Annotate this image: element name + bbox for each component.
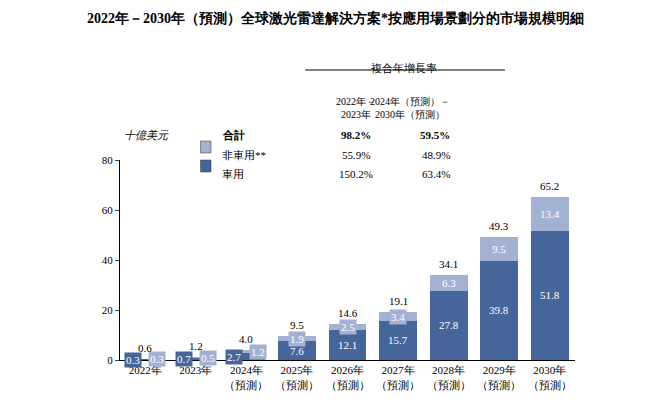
svg-text:19.1: 19.1: [389, 295, 408, 307]
svg-text:0.7: 0.7: [177, 353, 191, 365]
svg-text:2030年（預測）: 2030年（預測）: [528, 364, 572, 390]
svg-text:0.3: 0.3: [126, 354, 140, 366]
svg-text:27.8: 27.8: [439, 319, 459, 331]
svg-text:15.7: 15.7: [388, 334, 408, 346]
svg-text:1.2: 1.2: [251, 346, 265, 358]
svg-text:98.2%: 98.2%: [341, 129, 371, 141]
svg-text:2026年（預測）: 2026年（預測）: [326, 364, 370, 390]
svg-text:0.5: 0.5: [201, 352, 215, 364]
svg-text:1.2: 1.2: [189, 340, 203, 352]
svg-text:13.4: 13.4: [540, 208, 560, 220]
svg-text:14.6: 14.6: [338, 307, 358, 319]
svg-text:非車用**: 非車用**: [222, 149, 266, 161]
svg-text:49.3: 49.3: [489, 220, 509, 232]
svg-text:63.4%: 63.4%: [422, 168, 450, 180]
svg-text:2022年－2030年（預測）全球激光雷達解決方案*按應用場: 2022年－2030年（預測）全球激光雷達解決方案*按應用場景劃分的市場規模明細: [87, 10, 584, 26]
svg-text:1.9: 1.9: [290, 333, 304, 345]
svg-text:9.5: 9.5: [492, 243, 506, 255]
svg-text:2024年（預測）－2030年（預測）: 2024年（預測）－2030年（預測）: [370, 96, 450, 120]
svg-text:0: 0: [107, 354, 113, 366]
svg-text:3.4: 3.4: [391, 311, 405, 323]
svg-text:150.2%: 150.2%: [339, 168, 373, 180]
svg-text:6.3: 6.3: [442, 277, 456, 289]
svg-text:0.6: 0.6: [138, 342, 152, 354]
svg-text:51.8: 51.8: [540, 289, 560, 301]
svg-text:2022年: 2022年: [129, 364, 162, 376]
svg-text:40: 40: [102, 254, 114, 266]
svg-text:2.7: 2.7: [227, 351, 241, 363]
svg-text:48.9%: 48.9%: [422, 149, 450, 161]
svg-text:7.6: 7.6: [290, 345, 304, 357]
svg-text:59.5%: 59.5%: [420, 129, 450, 141]
svg-text:55.9%: 55.9%: [342, 149, 370, 161]
svg-text:2023年: 2023年: [179, 364, 212, 376]
svg-text:34.1: 34.1: [439, 258, 458, 270]
svg-text:2029年（預測）: 2029年（預測）: [477, 364, 521, 390]
svg-text:20: 20: [102, 304, 114, 316]
svg-text:80: 80: [102, 154, 114, 166]
svg-text:2.5: 2.5: [341, 321, 355, 333]
svg-text:65.2: 65.2: [540, 180, 559, 192]
svg-text:39.8: 39.8: [489, 304, 509, 316]
svg-text:車用: 車用: [222, 168, 244, 180]
svg-text:60: 60: [102, 204, 114, 216]
svg-text:合計: 合計: [222, 129, 245, 141]
svg-text:複合年增長率: 複合年增長率: [371, 62, 437, 74]
svg-text:2022年－2023年: 2022年－2023年: [336, 96, 376, 120]
svg-text:0.3: 0.3: [150, 353, 164, 365]
svg-text:2027年（預測）: 2027年（預測）: [376, 364, 420, 390]
svg-text:2025年（預測）: 2025年（預測）: [275, 364, 319, 390]
svg-text:十億美元: 十億美元: [124, 129, 169, 141]
svg-text:9.5: 9.5: [290, 319, 304, 331]
svg-text:12.1: 12.1: [338, 339, 357, 351]
svg-text:2024年（預測）: 2024年（預測）: [224, 364, 268, 390]
svg-text:2028年（預測）: 2028年（預測）: [427, 364, 471, 390]
svg-text:4.0: 4.0: [239, 333, 253, 345]
